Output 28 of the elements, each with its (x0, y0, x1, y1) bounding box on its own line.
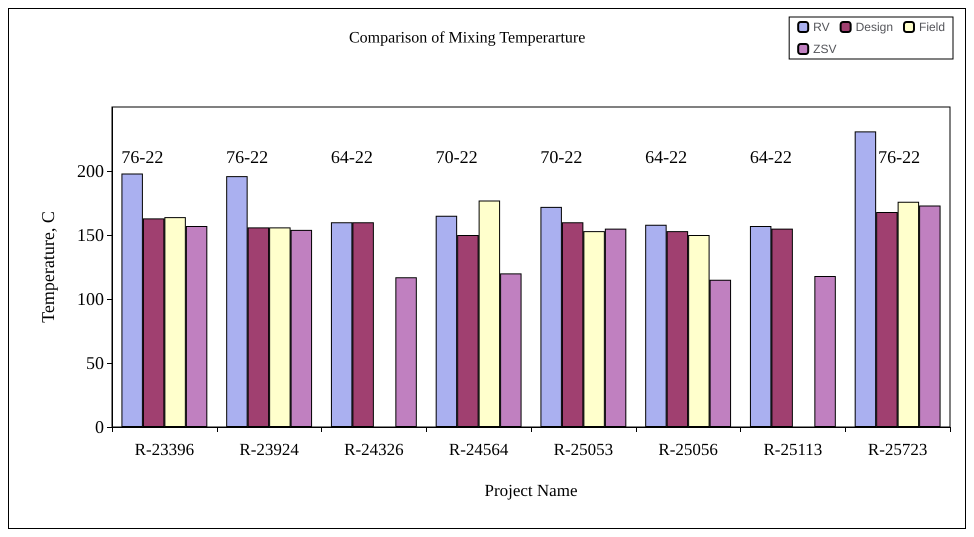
annotation: 64-22 (330, 147, 373, 168)
y-tick-label: 200 (77, 161, 104, 181)
legend-label: RV (813, 20, 830, 34)
x-tick-label: R-24326 (344, 440, 404, 459)
legend-label: Design (856, 20, 893, 34)
legend-label: Field (918, 20, 946, 34)
annotation: 64-22 (750, 147, 792, 168)
x-tick-label: R-25723 (868, 440, 928, 459)
x-tick-label: R-23924 (239, 440, 300, 459)
y-tick-label: 100 (77, 289, 104, 309)
x-tick-label: R-25053 (554, 440, 614, 459)
x-tick-label: R-23396 (134, 440, 194, 459)
legend-label: ZSV (813, 42, 837, 56)
annotation: 76-22 (878, 147, 920, 168)
x-tick-label: R-25113 (763, 440, 822, 459)
y-tick-label: 150 (77, 225, 104, 245)
annotation: 70-22 (436, 147, 478, 168)
x-tick-label: R-24564 (448, 440, 509, 459)
x-tick-label: R-25056 (658, 440, 718, 459)
y-tick-label: 50 (86, 353, 104, 373)
chart-title: Comparison of Mixing Temperarture (349, 30, 586, 46)
x-axis-title: Project Name (484, 481, 578, 500)
annotation: 76-22 (226, 147, 268, 168)
annotation: 76-22 (121, 147, 164, 168)
annotation: 64-22 (645, 147, 688, 168)
y-tick-label: 0 (95, 417, 104, 437)
annotation: 70-22 (540, 147, 582, 168)
y-axis-title: Temperature, C (38, 211, 58, 323)
